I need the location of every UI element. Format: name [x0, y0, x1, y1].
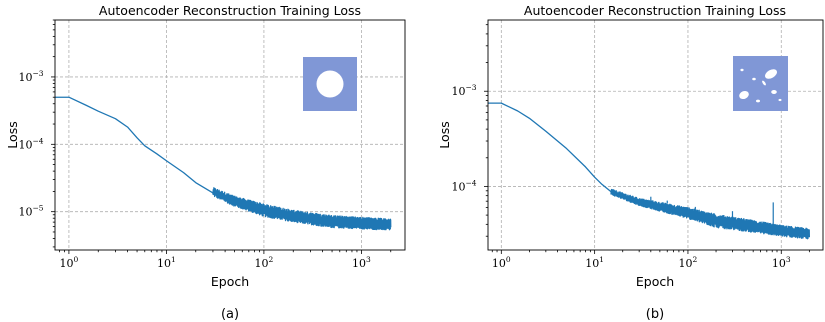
- y-tick-label: 10−5: [18, 204, 43, 219]
- y-axis-label: Loss: [5, 121, 20, 148]
- x-tick-label: 100: [60, 255, 79, 270]
- y-tick-label: 10−3: [451, 83, 476, 98]
- chart-title: Autoencoder Reconstruction Training Loss: [99, 3, 361, 18]
- multiple-elliptical-holes-geometry-icon: [733, 56, 788, 111]
- y-tick-label: 10−4: [451, 178, 476, 193]
- chart-panel-b: Autoencoder Reconstruction Training Loss…: [437, 3, 824, 322]
- loss-curve: [488, 102, 811, 240]
- x-tick-label: 102: [679, 255, 698, 270]
- figure-caption: (b): [646, 307, 664, 322]
- x-axis-ticks: 100 101 102 103: [491, 250, 810, 270]
- x-tick-label: 100: [492, 255, 511, 270]
- x-tick-label: 101: [157, 255, 176, 270]
- x-axis-label: Epoch: [636, 274, 674, 289]
- y-tick-label: 10−4: [18, 136, 43, 151]
- x-tick-label: 101: [585, 255, 604, 270]
- y-axis-ticks: 10−5 10−4 10−3: [18, 19, 55, 248]
- x-tick-label: 102: [255, 255, 274, 270]
- chart-title: Autoencoder Reconstruction Training Loss: [524, 3, 786, 18]
- figure-caption: (a): [221, 307, 239, 322]
- y-axis-ticks: 10−4 10−3: [451, 24, 488, 237]
- chart-panel-a: Autoencoder Reconstruction Training Loss…: [5, 3, 406, 322]
- x-axis-label: Epoch: [211, 274, 249, 289]
- plot-frame: [54, 19, 406, 251]
- y-axis-label: Loss: [437, 121, 452, 148]
- series-loss-line: [55, 96, 392, 231]
- x-axis-ticks: 100 101 102 103: [59, 250, 392, 270]
- grid-lines: [55, 20, 405, 250]
- single-circular-hole-geometry-icon: [303, 57, 357, 111]
- y-tick-label: 10−3: [18, 69, 43, 84]
- loss-curve: [55, 96, 392, 231]
- plot-frame: [487, 19, 824, 251]
- x-tick-label: 103: [352, 255, 371, 270]
- series-loss-line: [488, 102, 811, 240]
- x-tick-label: 103: [772, 255, 791, 270]
